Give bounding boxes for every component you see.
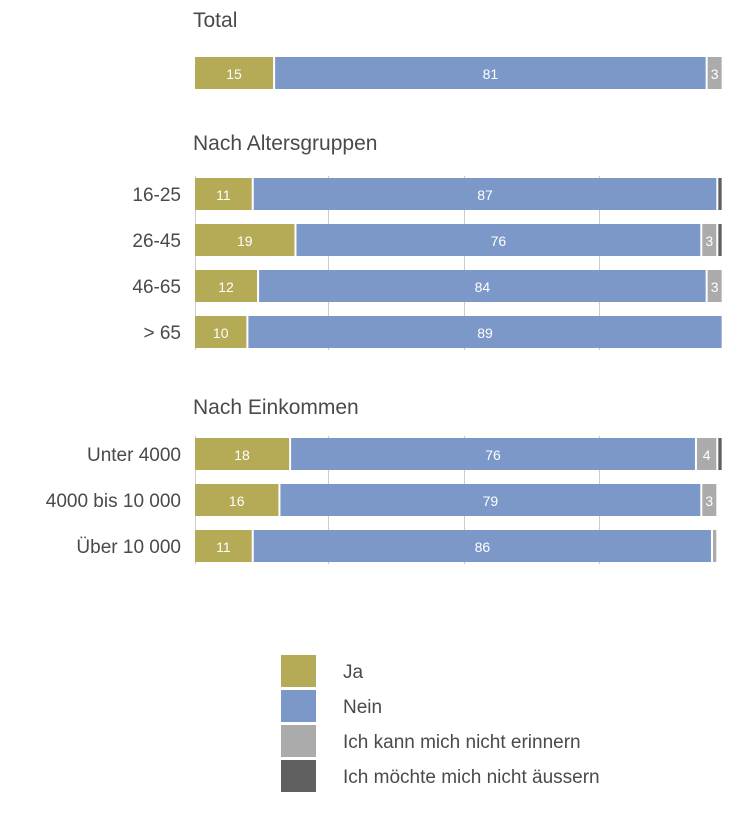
row-label-65: > 65	[143, 323, 181, 344]
bar-ja-unter-4000	[195, 438, 290, 470]
data-label-nein-total: 81	[483, 66, 499, 82]
data-label-erinnern-unter-4000: 4	[703, 447, 711, 463]
bar-nein-16-25	[253, 178, 717, 210]
row-label-unter-4000: Unter 4000	[87, 445, 181, 466]
legend-label-ja: Ja	[343, 662, 364, 683]
group-title-nach-altersgruppen: Nach Altersgruppen	[193, 132, 377, 155]
data-label-erinnern-26-45: 3	[705, 233, 713, 249]
row-label-16-25: 16-25	[132, 185, 181, 206]
bar-erinnern-ber-10-000	[712, 530, 717, 562]
bar-erinnern-unter-4000	[696, 438, 717, 470]
data-label-ja-unter-4000: 18	[234, 447, 250, 463]
bar-ja-total	[195, 57, 274, 89]
bar-nein-total	[275, 57, 706, 89]
bar-ja-46-65	[195, 270, 258, 302]
group-title-total: Total	[193, 9, 237, 32]
legend-swatch-ja	[281, 655, 316, 687]
data-label-ja-16-25: 11	[216, 187, 231, 203]
bar-nein-26-45	[296, 224, 701, 256]
legend-swatch-erinnern	[281, 725, 316, 757]
data-label-erinnern-46-65: 3	[711, 279, 719, 295]
bar-nein-46-65	[259, 270, 706, 302]
row-label-ber-10-000: Über 10 000	[76, 537, 181, 558]
data-label-ja-65: 10	[213, 325, 229, 341]
row-label-26-45: 26-45	[132, 231, 181, 252]
data-label-ja-ber-10-000: 11	[216, 539, 231, 555]
legend-label-aeussern: Ich möchte mich nicht äussern	[343, 767, 600, 788]
legend-swatch-aeussern	[281, 760, 316, 792]
data-label-nein-65: 89	[477, 325, 493, 341]
bar-nein-ber-10-000	[253, 530, 711, 562]
bar-ja-4000-bis-10-000	[195, 484, 279, 516]
bar-nein-65	[248, 316, 722, 348]
data-label-ja-26-45: 19	[237, 233, 253, 249]
bar-aeussern-16-25	[718, 178, 722, 210]
data-label-nein-ber-10-000: 86	[475, 539, 491, 555]
data-label-nein-26-45: 76	[491, 233, 507, 249]
data-label-erinnern-total: 3	[711, 66, 719, 82]
row-label-46-65: 46-65	[132, 277, 181, 298]
bar-erinnern-46-65	[707, 270, 722, 302]
data-label-nein-unter-4000: 76	[485, 447, 501, 463]
data-label-nein-4000-bis-10-000: 79	[483, 493, 499, 509]
bar-ja-65	[195, 316, 247, 348]
bar-nein-unter-4000	[291, 438, 695, 470]
group-title-nach-einkommen: Nach Einkommen	[193, 396, 359, 419]
bar-aeussern-26-45	[718, 224, 722, 256]
stacked-bar-chart: Total 15 81 3 Nach Altersgruppen 16-25 11 87 26-…	[46, 9, 722, 564]
legend-swatch-nein	[281, 690, 316, 722]
data-label-erinnern-4000-bis-10-000: 3	[705, 493, 713, 509]
bar-ja-16-25	[195, 178, 252, 210]
data-label-ja-46-65: 12	[218, 279, 234, 295]
data-label-ja-4000-bis-10-000: 16	[229, 493, 245, 509]
bar-ja-26-45	[195, 224, 295, 256]
bar-erinnern-total	[707, 57, 722, 89]
bar-ja-ber-10-000	[195, 530, 252, 562]
bar-nein-4000-bis-10-000	[280, 484, 701, 516]
row-label-4000-bis-10-000: 4000 bis 10 000	[46, 491, 181, 512]
legend-label-nein: Nein	[343, 697, 383, 718]
bar-aeussern-unter-4000	[718, 438, 722, 470]
legend-label-erinnern: Ich kann mich nicht erinnern	[343, 732, 581, 753]
bar-erinnern-4000-bis-10-000	[702, 484, 717, 516]
data-label-ja-total: 15	[226, 66, 242, 82]
bar-erinnern-26-45	[702, 224, 717, 256]
data-label-nein-46-65: 84	[475, 279, 491, 295]
data-label-nein-16-25: 87	[477, 187, 493, 203]
